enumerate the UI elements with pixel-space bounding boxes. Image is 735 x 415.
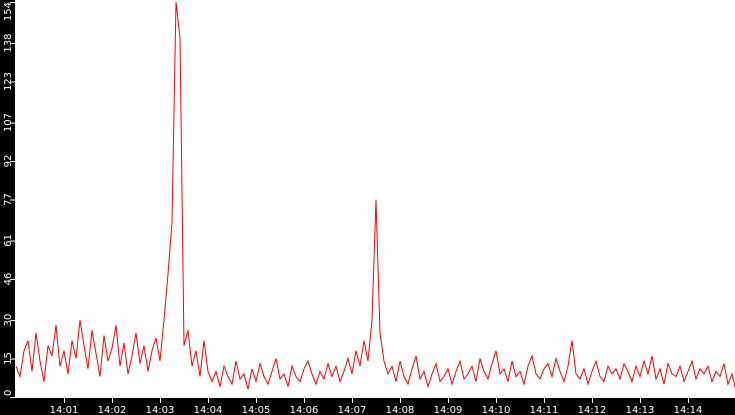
x-tick-label: 14:03 bbox=[146, 405, 175, 415]
x-tick-label: 14:07 bbox=[338, 405, 367, 415]
x-tick-label: 14:01 bbox=[50, 405, 79, 415]
plot-area bbox=[15, 0, 735, 398]
x-tick-label: 14:14 bbox=[674, 405, 703, 415]
x-axis-band bbox=[0, 398, 735, 415]
y-axis: 0 15 30 46 61 77 92 107 123 138 154 bbox=[3, 2, 15, 398]
series-line-0 bbox=[15, 1, 735, 390]
x-tick-label: 14:12 bbox=[578, 405, 607, 415]
y-tick-label: 15 bbox=[3, 352, 14, 365]
x-tick-label: 14:08 bbox=[386, 405, 415, 415]
y-tick-label: 107 bbox=[3, 113, 14, 132]
x-tick-label: 14:10 bbox=[482, 405, 511, 415]
x-axis: 14:01 14:02 14:03 14:04 14:05 14:06 14:07 14:08… bbox=[50, 398, 703, 415]
series-layer bbox=[15, 1, 735, 390]
y-tick-label: 138 bbox=[3, 33, 14, 52]
y-tick-label: 0 bbox=[3, 390, 14, 396]
x-tick-label: 14:05 bbox=[242, 405, 271, 415]
y-tick-label: 77 bbox=[3, 193, 14, 206]
x-tick-label: 14:13 bbox=[626, 405, 655, 415]
x-tick-label: 14:11 bbox=[530, 405, 559, 415]
y-tick-label: 92 bbox=[3, 155, 14, 168]
y-tick-label: 123 bbox=[3, 72, 14, 91]
y-axis-band bbox=[0, 0, 15, 415]
y-tick-label: 46 bbox=[3, 273, 14, 286]
x-tick-label: 14:09 bbox=[434, 405, 463, 415]
y-tick-label: 154 bbox=[3, 2, 14, 21]
x-tick-label: 14:06 bbox=[290, 405, 319, 415]
x-tick-label: 14:04 bbox=[194, 405, 223, 415]
y-tick-label: 30 bbox=[3, 314, 14, 327]
x-tick-label: 14:02 bbox=[98, 405, 127, 415]
y-tick-label: 61 bbox=[3, 234, 14, 247]
